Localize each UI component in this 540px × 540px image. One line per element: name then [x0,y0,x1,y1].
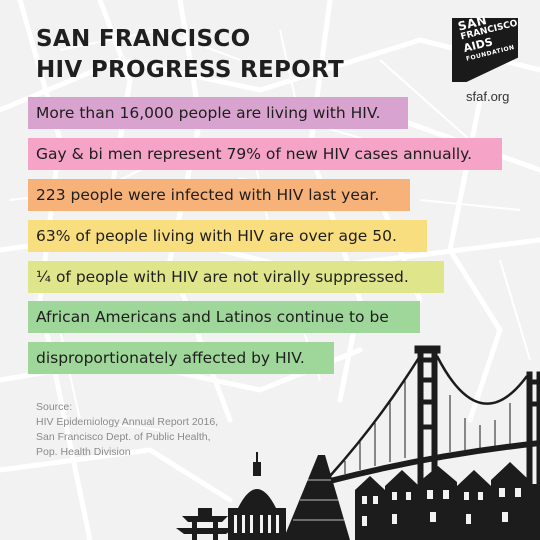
fact-text-5: ¼ of people with HIV are not virally sup… [36,268,409,286]
fact-text-3: 223 people were infected with HIV last y… [36,186,380,204]
fact-bar-3: 223 people were infected with HIV last y… [28,179,410,211]
source-line-1: HIV Epidemiology Annual Report 2016, [36,416,219,428]
source-line-2: San Francisco Dept. of Public Health, [36,431,211,443]
fact-text-4: 63% of people living with HIV are over a… [36,227,397,245]
fact-bar-7: disproportionately affected by HIV. [28,342,334,374]
title-line-1: SAN FRANCISCO [36,26,251,52]
fact-bar-6: African Americans and Latinos continue t… [28,301,420,333]
fact-text-6: African Americans and Latinos continue t… [36,308,389,326]
source-line-3: Pop. Health Division [36,446,131,458]
fact-bar-5: ¼ of people with HIV are not virally sup… [28,261,444,293]
fact-text-2: Gay & bi men represent 79% of new HIV ca… [36,145,473,163]
fact-bar-4: 63% of people living with HIV are over a… [28,220,427,252]
title-line-2: HIV PROGRESS REPORT [36,57,345,83]
fact-text-7: disproportionately affected by HIV. [36,349,305,367]
fact-text-1: More than 16,000 people are living with … [36,104,381,122]
page-title: SAN FRANCISCO HIV PROGRESS REPORT [36,24,344,86]
fact-bar-2: Gay & bi men represent 79% of new HIV ca… [28,138,502,170]
source-heading: Source: [36,401,73,413]
website-link[interactable]: sfaf.org [466,89,510,104]
source-note: Source: HIV Epidemiology Annual Report 2… [36,400,218,460]
fact-bar-1: More than 16,000 people are living with … [28,97,408,129]
golden-gate-bridge-illustration [329,345,540,540]
